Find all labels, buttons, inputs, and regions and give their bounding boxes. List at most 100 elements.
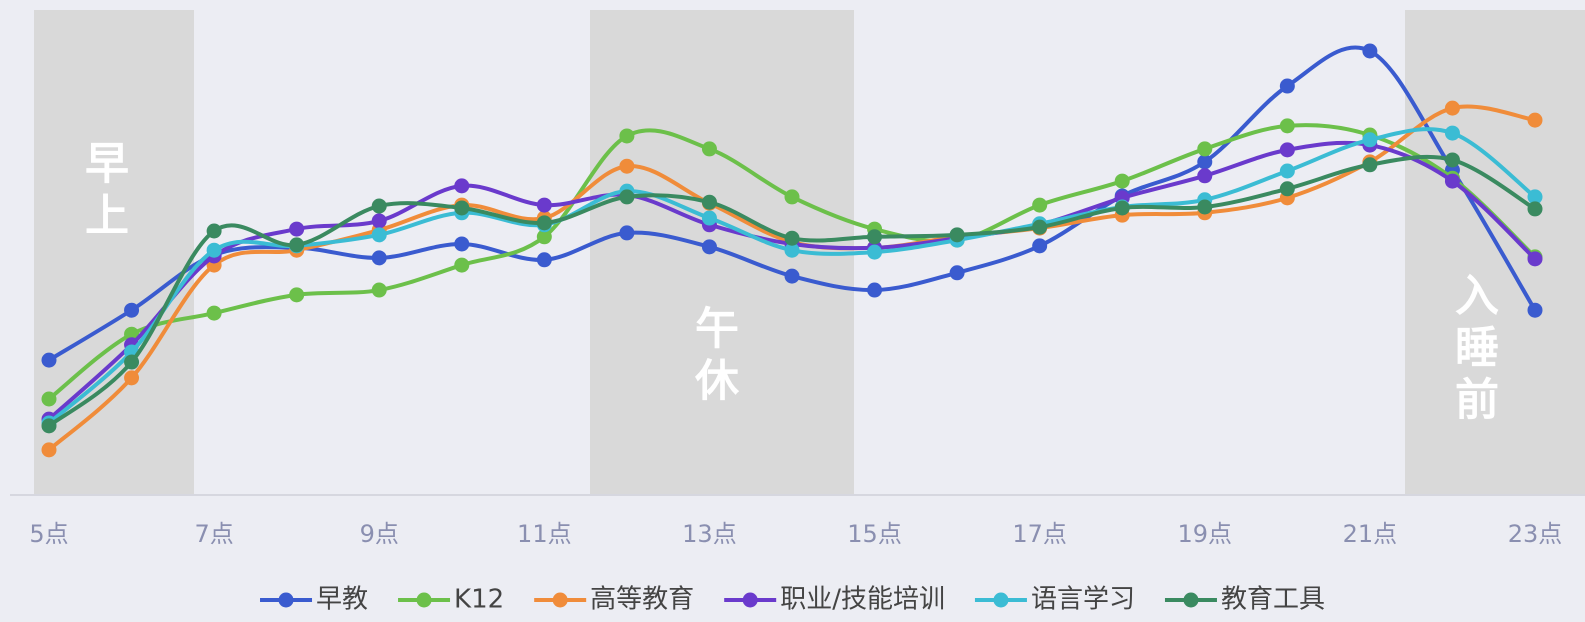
legend-item: K12: [398, 585, 504, 615]
data-point: [536, 229, 552, 245]
data-point: [701, 239, 717, 255]
data-point: [454, 257, 470, 273]
data-point: [1444, 173, 1460, 189]
legend-swatch-dot: [742, 592, 758, 608]
data-point: [1444, 125, 1460, 141]
data-point: [867, 229, 883, 245]
x-tick-label: 17点: [1012, 520, 1067, 548]
data-point: [784, 242, 800, 258]
data-point: [1279, 163, 1295, 179]
data-point: [701, 141, 717, 157]
x-tick-label: 13点: [682, 520, 737, 548]
band-morning: [34, 10, 194, 495]
data-point: [454, 178, 470, 194]
band-label: 入睡前: [1447, 272, 1498, 428]
data-point: [701, 194, 717, 210]
data-point: [1114, 200, 1130, 216]
data-point: [1279, 78, 1295, 94]
data-point: [454, 200, 470, 216]
data-point: [1362, 43, 1378, 59]
data-point: [41, 391, 57, 407]
data-point: [784, 230, 800, 246]
data-point: [41, 442, 57, 458]
data-point: [536, 215, 552, 231]
data-point: [784, 268, 800, 284]
data-point: [1527, 302, 1543, 318]
data-point: [949, 265, 965, 281]
data-point: [1279, 118, 1295, 134]
legend-item: 语言学习: [974, 585, 1135, 615]
band-label: 早上: [77, 140, 128, 244]
data-point: [124, 302, 140, 318]
x-tick-label: 5点: [29, 520, 68, 548]
data-point: [949, 227, 965, 243]
data-point: [1444, 152, 1460, 168]
x-tick-label: 19点: [1178, 520, 1233, 548]
legend-item: 早教: [260, 585, 368, 615]
legend-item: 教育工具: [1164, 585, 1325, 615]
data-point: [784, 189, 800, 205]
data-point: [371, 227, 387, 243]
data-point: [1279, 181, 1295, 197]
data-point: [289, 237, 305, 253]
data-point: [536, 252, 552, 268]
data-point: [124, 370, 140, 386]
data-point: [1527, 112, 1543, 128]
data-point: [701, 210, 717, 226]
data-point: [1032, 197, 1048, 213]
data-point: [1444, 100, 1460, 116]
data-point: [371, 198, 387, 214]
data-point: [867, 244, 883, 260]
data-point: [41, 352, 57, 368]
data-point: [619, 128, 635, 144]
x-tick-label: 15点: [847, 520, 902, 548]
data-point: [124, 326, 140, 342]
x-tick-label: 11点: [517, 520, 572, 548]
legend-swatch-dot: [278, 592, 294, 608]
data-point: [1527, 189, 1543, 205]
data-point: [289, 287, 305, 303]
data-point: [41, 418, 57, 434]
data-point: [1032, 238, 1048, 254]
data-point: [454, 236, 470, 252]
data-point: [206, 223, 222, 239]
legend-swatch-dot: [552, 592, 568, 608]
legend-item: 高等教育: [534, 585, 694, 615]
data-point: [1362, 132, 1378, 148]
data-point: [206, 242, 222, 258]
legend-label: K12: [454, 585, 504, 615]
legend-swatch-dot: [416, 592, 432, 608]
legend-label: 早教: [316, 585, 368, 615]
legend-label: 语言学习: [1031, 585, 1135, 615]
data-point: [1114, 173, 1130, 189]
legend-label: 职业/技能培训: [780, 585, 945, 615]
legend-label: 高等教育: [590, 585, 694, 615]
x-tick-label: 9点: [360, 520, 399, 548]
data-point: [1197, 154, 1213, 170]
data-point: [867, 282, 883, 298]
legend-item: 职业/技能培训: [724, 585, 945, 615]
legend-swatch-dot: [1183, 592, 1199, 608]
data-point: [124, 354, 140, 370]
band-night: [1405, 10, 1585, 495]
data-point: [371, 282, 387, 298]
legend-swatch-dot: [993, 592, 1009, 608]
data-point: [1197, 141, 1213, 157]
data-point: [289, 221, 305, 237]
data-point: [1527, 201, 1543, 217]
data-point: [206, 305, 222, 321]
data-point: [619, 225, 635, 241]
data-point: [1032, 219, 1048, 235]
data-point: [1527, 251, 1543, 267]
data-point: [1362, 157, 1378, 173]
legend: 早教 K12 高等教育 职业/技能培训 语言学习 教育工具: [260, 585, 1325, 615]
data-point: [1197, 168, 1213, 184]
data-point: [1197, 199, 1213, 215]
legend-label: 教育工具: [1221, 585, 1325, 615]
data-point: [371, 213, 387, 229]
x-tick-label: 23点: [1508, 520, 1563, 548]
data-point: [1279, 142, 1295, 158]
data-point: [619, 158, 635, 174]
